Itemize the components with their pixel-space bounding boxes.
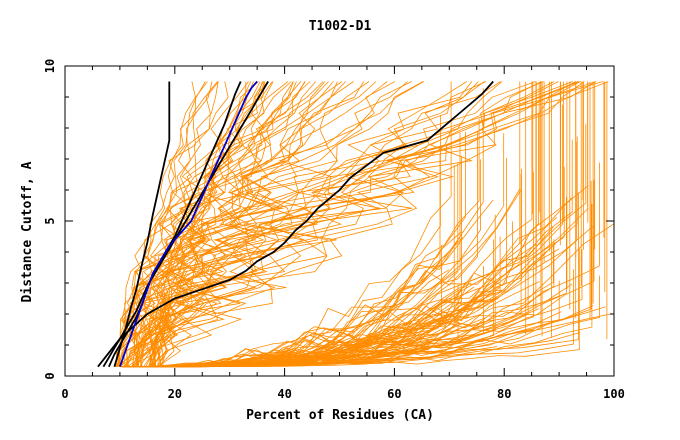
model-curve	[119, 81, 388, 367]
y-tick-label: 5	[43, 217, 57, 224]
model-curve	[121, 81, 218, 367]
model-curve	[150, 81, 576, 367]
model-curve	[143, 281, 540, 368]
model-curve	[116, 81, 473, 368]
model-curve	[127, 81, 604, 368]
model-curve	[148, 81, 274, 367]
x-tick-label: 20	[168, 387, 182, 401]
model-curve	[156, 81, 396, 367]
y-tick-label: 10	[43, 59, 57, 73]
background-curves	[115, 81, 614, 368]
x-tick-label: 40	[277, 387, 291, 401]
x-tick-label: 80	[497, 387, 511, 401]
model-curve	[149, 81, 264, 367]
series-layer	[97, 80, 494, 368]
series-line-3	[97, 80, 494, 368]
model-curve	[118, 81, 324, 367]
model-curve	[158, 81, 609, 367]
model-curve	[157, 81, 467, 368]
model-curve	[140, 81, 269, 367]
model-curve	[136, 81, 485, 367]
x-tick-label: 0	[61, 387, 68, 401]
model-curve	[154, 81, 424, 367]
model-curve	[146, 81, 326, 367]
model-curve	[154, 81, 294, 367]
axes: 0 20 40 60 80 100 0 5 10	[43, 59, 625, 401]
model-curve	[143, 139, 573, 368]
model-curve	[123, 81, 306, 367]
model-curve	[126, 81, 579, 367]
model-curve	[118, 81, 219, 367]
model-curve	[119, 81, 249, 367]
model-curve	[126, 81, 259, 367]
model-curve	[149, 81, 219, 367]
y-tick-label: 0	[43, 372, 57, 379]
model-curve	[134, 81, 502, 367]
x-tick-label: 60	[387, 387, 401, 401]
series-line-2	[102, 81, 269, 368]
model-curve	[132, 81, 334, 367]
model-curve	[143, 81, 408, 367]
model-curve	[131, 81, 542, 367]
model-curve	[157, 81, 263, 367]
model-curve	[154, 81, 206, 367]
x-axis-label: Percent of Residues (CA)	[246, 408, 434, 423]
model-curve	[116, 81, 265, 367]
model-curve	[118, 81, 208, 367]
y-axis-label: Distance Cutoff, A	[20, 161, 35, 302]
series-line-1	[108, 81, 242, 368]
x-tick-label: 100	[603, 387, 625, 401]
chart-title: T1002-D1	[309, 19, 372, 34]
series-line-4	[119, 80, 258, 368]
model-curve	[148, 81, 424, 367]
